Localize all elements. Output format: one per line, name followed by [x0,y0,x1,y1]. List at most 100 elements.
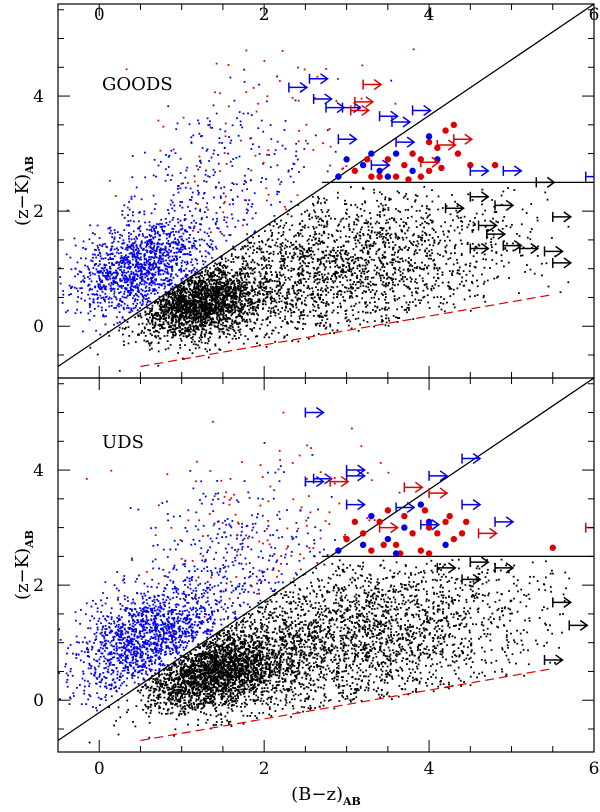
scatter-point [379,191,381,194]
scatter-point [168,212,170,215]
scatter-point [303,248,306,251]
scatter-point [295,155,297,157]
scatter-point [474,266,477,269]
scatter-point [209,290,211,292]
scatter-point [219,92,221,95]
scatter-point [127,291,129,294]
scatter-point [140,304,143,306]
scatter-point [221,276,224,279]
scatter-point [171,314,174,317]
scatter-point [208,310,211,313]
scatter-point [130,281,133,284]
scatter-point [246,312,248,315]
scatter-point [347,287,350,290]
scatter-point [395,208,397,210]
scatter-point [159,149,162,152]
scatter-point [507,187,509,189]
scatter-point [348,223,350,226]
scatter-point [97,285,100,288]
scatter-point [422,217,425,220]
scatter-point [135,236,137,238]
scatter-point [147,278,149,281]
scatter-point [209,272,212,274]
scatter-point [244,266,247,269]
scatter-point [471,242,474,245]
scatter-point [143,258,146,261]
scatter-point [150,247,153,249]
scatter-point [210,319,213,322]
scatter-point [504,247,507,249]
scatter-point [183,219,186,222]
scatter-point [251,288,254,291]
scatter-point [184,330,187,332]
scatter-point [278,277,281,280]
scatter-point [189,304,191,307]
scatter-point [306,249,308,252]
scatter-point [216,293,219,296]
scatter-point [379,277,382,279]
scatter-point [451,194,453,196]
scatter-point [165,154,167,156]
scatter-point [181,206,184,209]
scatter-point [130,198,133,200]
scatter-point [399,274,402,276]
scatter-point [268,245,271,248]
scatter-point [200,334,203,337]
scatter-point [167,155,170,158]
scatter-point [389,234,391,237]
scatter-point [337,224,340,227]
scatter-point [490,238,493,241]
scatter-point [77,296,79,298]
scatter-point [307,242,310,245]
scatter-point [98,251,101,254]
scatter-point [234,256,237,258]
scatter-point [174,328,177,330]
scatter-point [415,290,418,293]
scatter-point [395,316,397,319]
scatter-point [184,218,187,220]
scatter-point [189,210,191,213]
scatter-point [224,122,227,125]
scatter-point [303,299,306,302]
scatter-point [158,268,161,271]
scatter-point [283,224,286,227]
scatter-point [118,292,120,294]
scatter-point [213,273,216,276]
scatter-point [247,203,249,206]
scatter-point [312,309,315,312]
scatter-point [79,287,82,290]
scatter-point [225,266,228,269]
scatter-point [134,265,137,268]
scatter-point [186,288,188,291]
scatter-point [231,313,234,315]
scatter-point [196,189,199,192]
scatter-point [75,287,78,290]
scatter-point [146,251,149,254]
scatter-point [178,334,181,337]
scatter-point [405,236,408,239]
scatter-point [282,258,284,260]
scatter-point [181,331,183,334]
scatter-point [245,252,247,255]
scatter-point [146,250,149,252]
scatter-point [257,264,260,266]
scatter-point [179,297,182,299]
scatter-point [127,326,130,328]
scatter-point [217,307,220,309]
scatter-point [233,287,235,289]
scatter-point [511,224,513,226]
scatter-point [100,257,103,260]
scatter-point [88,319,91,321]
scatter-point [123,229,126,231]
scatter-point [407,226,410,229]
scatter-point [266,95,269,98]
scatter-point [74,244,77,247]
scatter-point [175,243,178,246]
scatter-point [188,294,191,296]
scatter-point [203,317,206,320]
scatter-point [214,344,217,347]
scatter-point [269,267,272,270]
scatter-point [260,251,263,254]
scatter-point [162,269,164,272]
scatter-point [484,300,487,303]
